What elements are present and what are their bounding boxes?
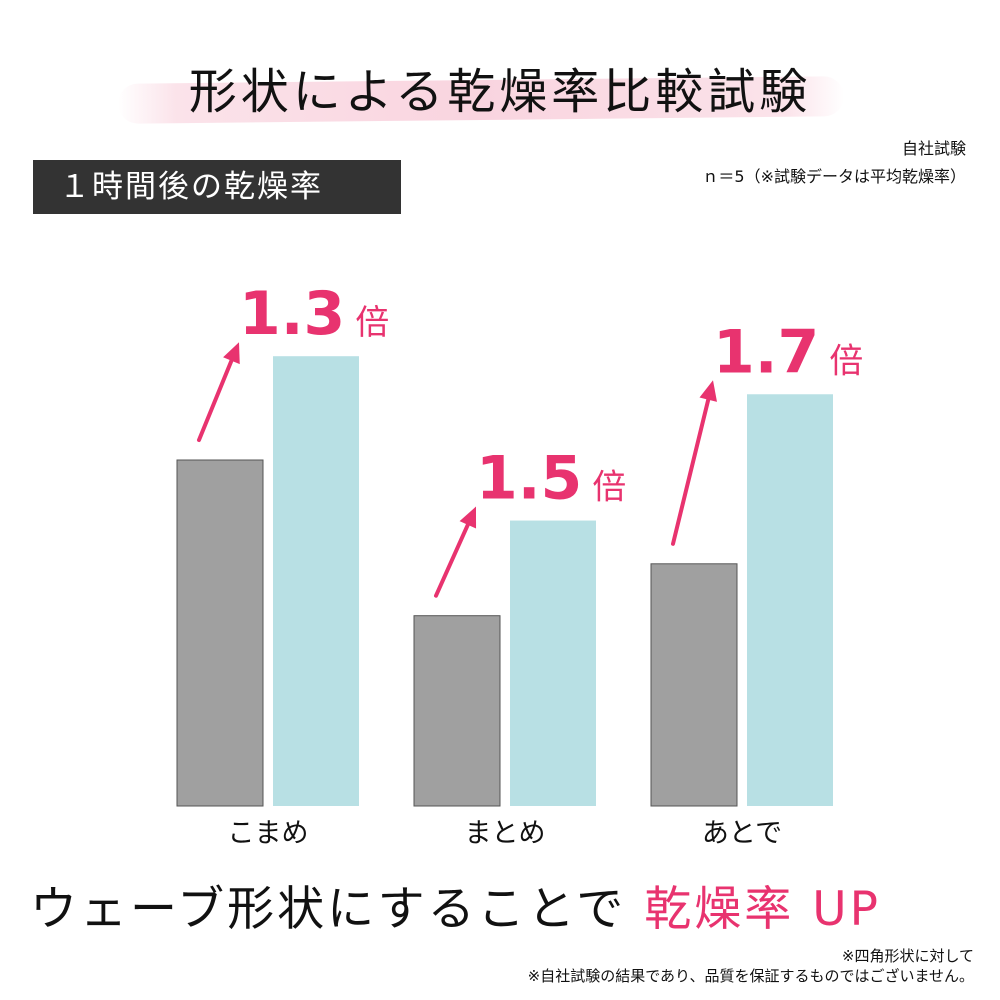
footer-main: ウェーブ形状にすることで xyxy=(30,882,627,937)
multiplier-unit-2: 倍 xyxy=(592,468,626,508)
multiplier-unit-3: 倍 xyxy=(829,341,863,381)
footnote-disclaimer: ※自社試験の結果であり、品質を保証するものではございません。 xyxy=(527,967,974,985)
multiplier-label-1: 1.3 xyxy=(239,279,345,349)
category-label-1: こまめ xyxy=(228,818,309,849)
growth-arrow-1 xyxy=(197,349,238,442)
category-label-3: あとで xyxy=(702,818,782,849)
bar-wave-2 xyxy=(510,520,596,806)
bar-wave-1 xyxy=(273,356,359,806)
growth-arrow-2 xyxy=(434,513,474,598)
category-label-2: まとめ xyxy=(465,818,546,849)
source-note: 自社試験 xyxy=(901,139,966,158)
page-title: 形状による乾燥率比較試験 xyxy=(188,64,812,120)
growth-arrowhead-3 xyxy=(699,380,717,402)
growth-arrowhead-1 xyxy=(223,342,240,365)
footer-highlight: 乾燥率 UP xyxy=(644,882,881,937)
subtitle-badge: １時間後の乾燥率 xyxy=(33,160,401,214)
multiplier-unit-1: 倍 xyxy=(355,303,389,343)
bar-baseline-1 xyxy=(176,459,264,807)
sample-note: ｎ＝5（※試験データは平均乾燥率） xyxy=(702,167,966,186)
footer-message: ウェーブ形状にすることで 乾燥率 UP xyxy=(30,870,980,939)
bar-wave-3 xyxy=(747,394,833,806)
footnote-comparison: ※四角形状に対して xyxy=(841,947,974,965)
bar-baseline-3 xyxy=(650,563,738,807)
multiplier-label-3: 1.7 xyxy=(713,317,819,387)
bar-baseline-2 xyxy=(413,615,501,807)
growth-arrowhead-2 xyxy=(459,506,477,529)
growth-arrow-3 xyxy=(671,387,713,546)
multiplier-label-2: 1.5 xyxy=(476,444,582,514)
